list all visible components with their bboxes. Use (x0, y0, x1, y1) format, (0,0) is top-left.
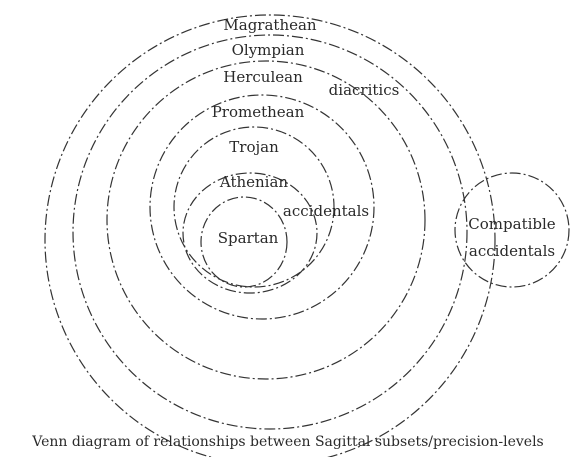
magrathean-circle (44, 14, 496, 457)
olympian-label: Olympian (232, 41, 305, 59)
accidentals-label: accidentals (283, 202, 369, 220)
diacritics-label: diacritics (329, 81, 400, 99)
athenian-circle (182, 172, 318, 294)
compatible-accidentals-circle (454, 172, 570, 288)
spartan-circle (200, 196, 288, 288)
herculean-circle (106, 60, 426, 380)
herculean-label: Herculean (223, 68, 303, 86)
compatible-label-line1: Compatible (468, 215, 556, 233)
diagram-caption: Venn diagram of relationships between Sa… (31, 434, 543, 450)
trojan-label: Trojan (229, 138, 279, 156)
spartan-label: Spartan (218, 229, 279, 247)
magrathean-label: Magrathean (223, 16, 317, 34)
athenian-label: Athenian (219, 173, 289, 191)
promethean-label: Promethean (212, 103, 305, 121)
olympian-circle (72, 34, 468, 430)
compatible-label-line2: accidentals (469, 242, 555, 260)
promethean-circle (149, 94, 375, 320)
accidentals-circle (173, 126, 335, 288)
